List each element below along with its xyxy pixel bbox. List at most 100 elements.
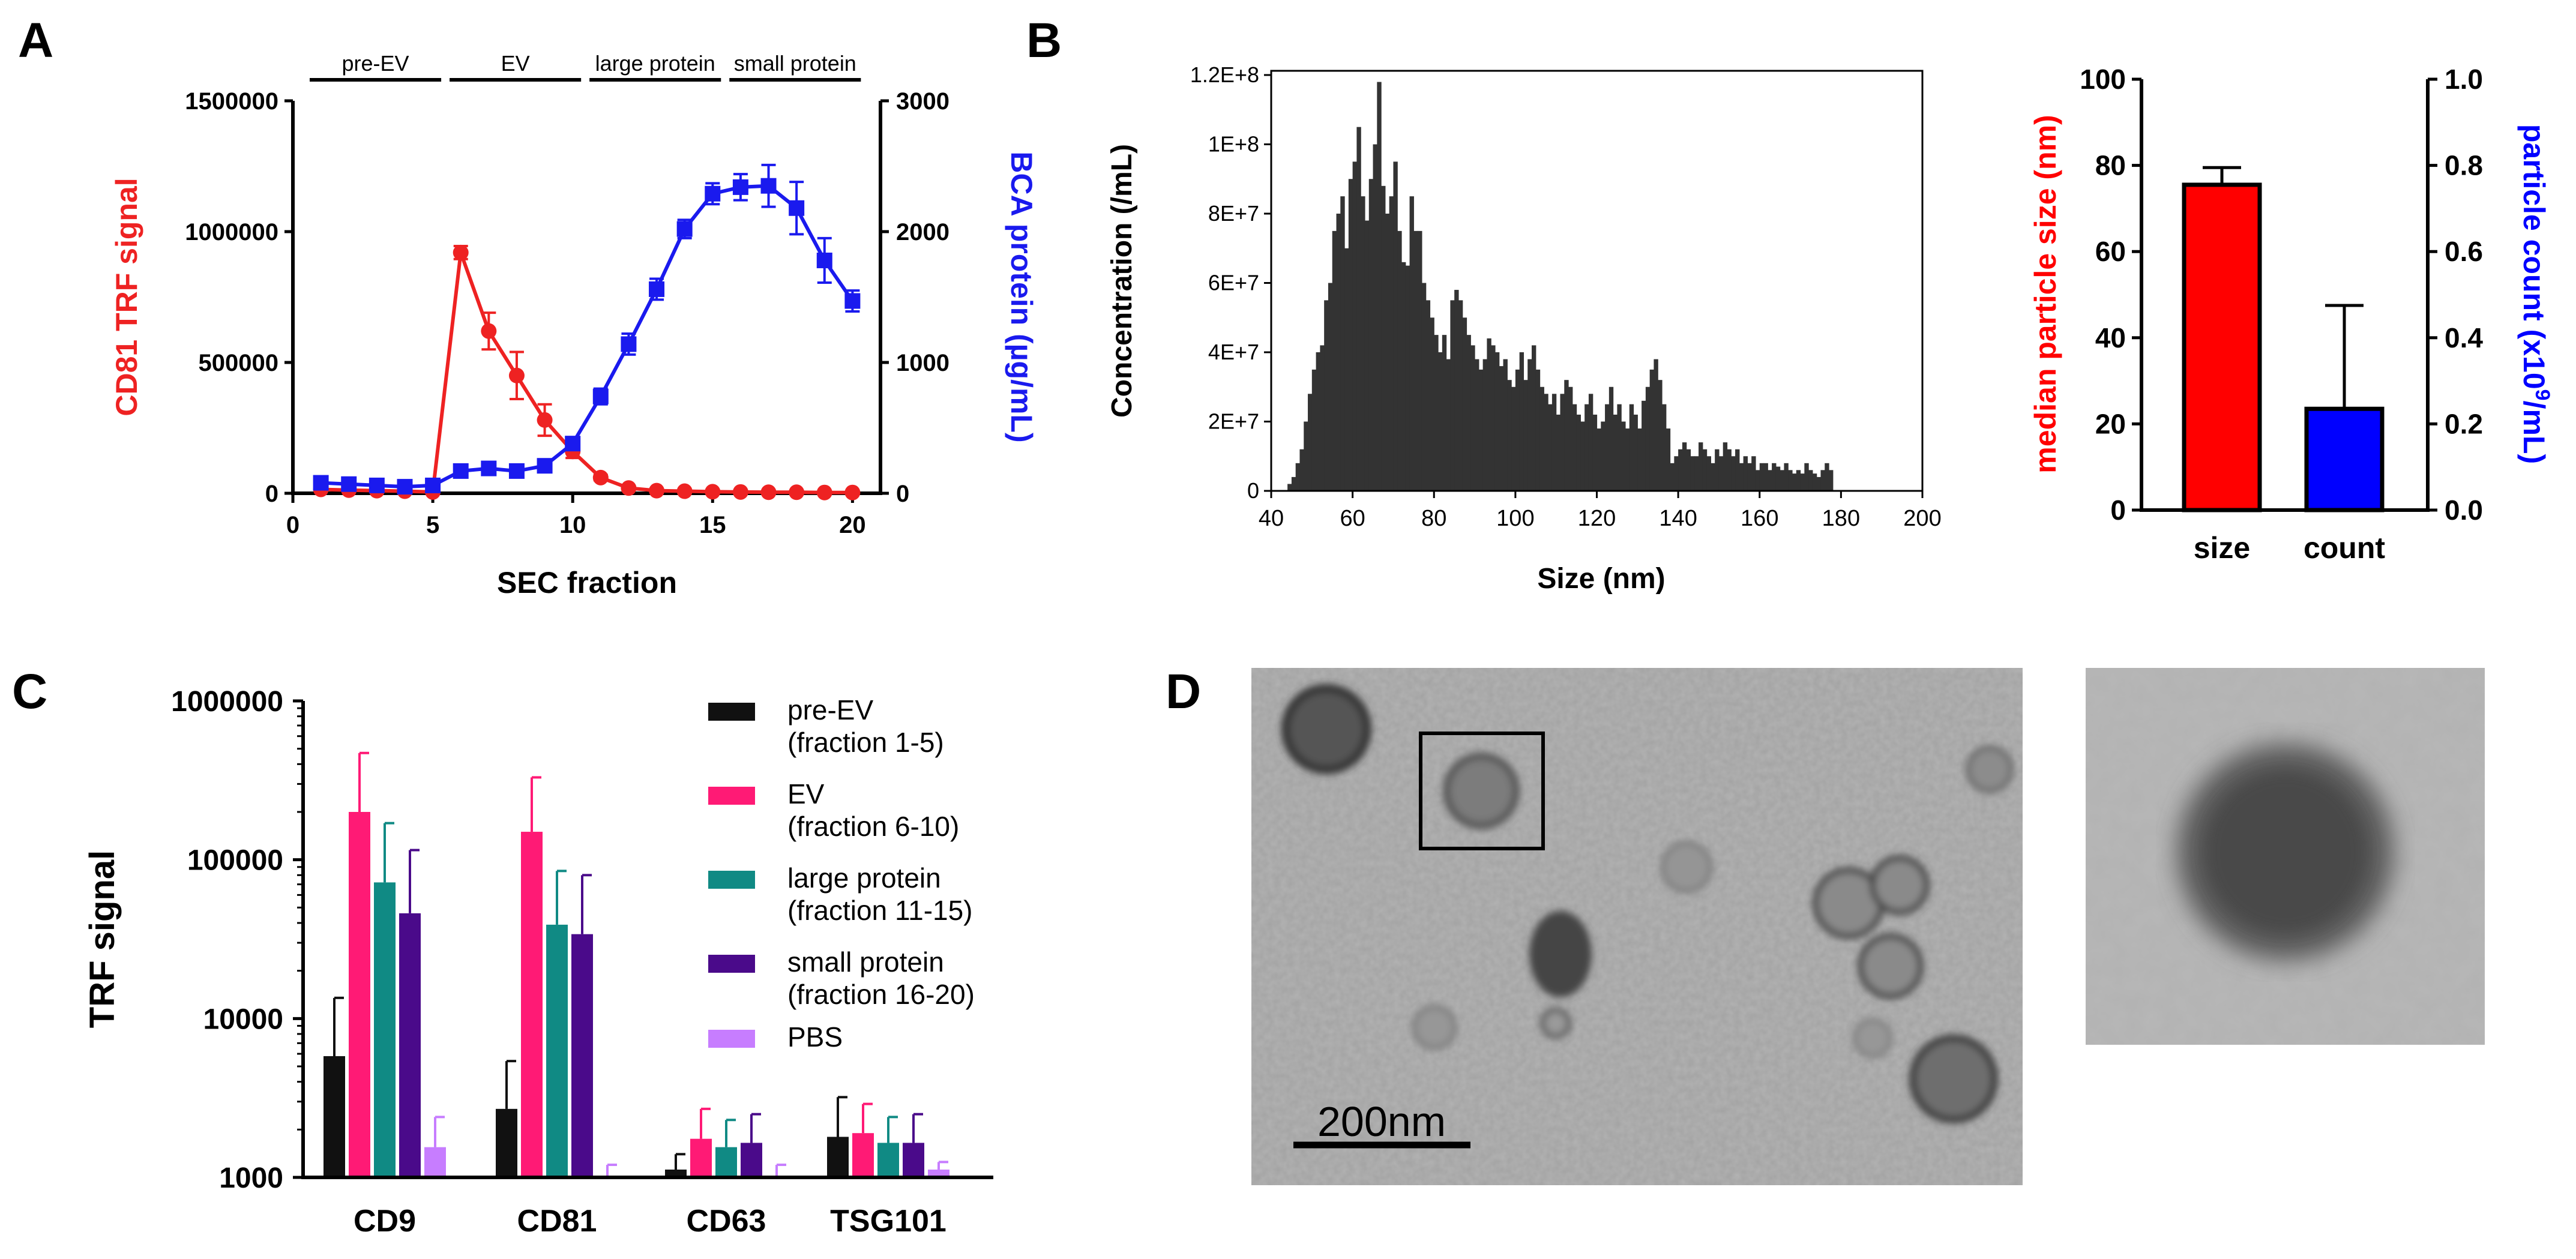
a-data-point [676, 221, 693, 237]
b-histogram-bar [1723, 442, 1728, 491]
c-legend-label: pre-EV [787, 694, 873, 726]
c-legend-sublabel: (fraction 1-5) [787, 727, 944, 758]
chart-b-bars: size count 0 20 40 60 80 100 0.0 0.2 0.4 0.6 0.8 1.… [2029, 64, 2554, 565]
a-data-point [453, 463, 469, 479]
vesicle [1540, 1008, 1571, 1039]
b-histogram-bar [1645, 386, 1651, 491]
b-histogram-bar [1556, 414, 1561, 491]
b-histogram-bar [1519, 352, 1524, 491]
c-legend-label: small protein [787, 946, 944, 978]
c-bar [852, 1133, 874, 1177]
b-histogram-bar [1487, 338, 1491, 491]
b-histogram-bar [1621, 421, 1626, 491]
a-data-point [732, 179, 748, 195]
vesicle [1858, 933, 1924, 999]
a-left-axis-label: CD81 TRF signal [110, 178, 143, 416]
a-x-tick-label: 10 [559, 512, 586, 538]
a-region-label: EV [501, 51, 530, 76]
a-data-point [844, 484, 861, 500]
b-histogram-bar [1385, 214, 1390, 491]
b-histogram-bar [1527, 359, 1532, 491]
c-legend-swatch [708, 703, 755, 721]
b-bars-right-tick-label: 1.0 [2445, 64, 2483, 95]
a-data-point [481, 323, 497, 339]
b-histogram-x-tick-label: 100 [1496, 506, 1534, 531]
a-data-point [453, 244, 469, 260]
b-histogram-y-tick-label: 0 [1247, 478, 1259, 503]
b-histogram-bar [1711, 463, 1715, 491]
b-histogram-bar [1816, 476, 1822, 491]
b-histogram-bar [1686, 449, 1691, 491]
b-histogram-bar [1299, 449, 1304, 491]
b-histogram-bar [1747, 463, 1752, 491]
tem-micrograph: 200nm [1251, 668, 2023, 1185]
a-region-label: large protein [595, 51, 715, 76]
b-bars-right-tick-label: 0.8 [2445, 150, 2483, 181]
c-category-label: CD81 [517, 1204, 597, 1239]
a-data-point [760, 178, 777, 194]
b-histogram-bar [1608, 386, 1614, 491]
b-histogram-bar [1397, 230, 1402, 491]
c-legend: pre-EV(fraction 1-5) EV(fraction 6-10) lar… [708, 694, 975, 1053]
b-histogram-bar [1670, 463, 1675, 491]
a-x-tick-label: 15 [699, 512, 726, 538]
a-data-point [537, 458, 553, 474]
b-bars-right-axis-label-main: particle count (x10 [2517, 124, 2551, 389]
b-histogram-bar [1438, 352, 1443, 491]
a-data-point [508, 463, 525, 479]
b-histogram-bar [1291, 476, 1296, 491]
b-histogram-bar [1511, 386, 1516, 491]
c-legend-swatch [708, 955, 755, 973]
c-bar [424, 1147, 446, 1177]
a-data-point [341, 476, 357, 492]
b-bars-left-axis-label: median particle size (nm) [2029, 115, 2062, 473]
b-histogram-bar [1584, 404, 1589, 491]
a-series-line [320, 184, 854, 489]
b-histogram-bar [1470, 345, 1475, 491]
b-histogram-bar [1507, 380, 1512, 491]
b-histogram-bar [1328, 283, 1333, 491]
b-histogram-bar [1393, 161, 1398, 491]
b-histogram-bar [1499, 366, 1504, 491]
vesicle [1909, 1035, 1998, 1123]
b-histogram-bar [1775, 466, 1781, 491]
a-right-tick-label: 2000 [896, 219, 949, 245]
a-data-point [760, 484, 777, 500]
b-histogram-bar [1780, 470, 1785, 491]
c-bar [521, 832, 543, 1177]
b-histogram-bar [1596, 428, 1601, 491]
a-left-tick-label: 1000000 [185, 219, 278, 245]
a-series-1 [313, 163, 861, 495]
b-bars-right-axis-label: particle count (x109/mL) [2517, 124, 2554, 464]
c-legend-swatch [708, 1030, 755, 1048]
a-data-point [537, 412, 553, 428]
b-histogram-bar [1308, 394, 1313, 491]
b-histogram-bar [1418, 230, 1422, 491]
b-histogram-bar [1551, 394, 1557, 491]
c-bar [877, 1143, 899, 1177]
b-histogram-bar [1625, 428, 1630, 491]
a-x-tick-label: 20 [839, 512, 866, 538]
b-histogram-bar [1658, 380, 1663, 491]
vesicle [1853, 1018, 1892, 1058]
c-legend-sublabel: (fraction 11-15) [787, 895, 973, 926]
c-bar [546, 924, 568, 1177]
b-histogram-y-tick-label: 8E+7 [1208, 201, 1259, 226]
b-histogram-bar [1466, 335, 1471, 491]
b-histogram-bar [1564, 380, 1569, 491]
a-data-point [508, 367, 525, 383]
b-histogram-y-tick-label: 4E+7 [1208, 340, 1259, 364]
b-histogram-bar [1311, 369, 1317, 491]
b-histogram-bar [1576, 414, 1581, 491]
a-x-tick-label: 5 [426, 512, 439, 538]
b-histogram-bar [1560, 394, 1565, 491]
scale-bar-label: 200nm [1317, 1098, 1446, 1145]
b-histogram-x-tick-label: 60 [1340, 506, 1365, 531]
b-histogram-bar [1731, 456, 1736, 491]
c-y-tick-label: 1000000 [171, 686, 283, 718]
b-histogram-bar [1808, 470, 1813, 491]
b-histogram-bar [1532, 345, 1536, 491]
b-histogram-bar [1690, 456, 1695, 491]
a-data-point [592, 469, 609, 485]
b-histogram-bar [1523, 380, 1528, 491]
